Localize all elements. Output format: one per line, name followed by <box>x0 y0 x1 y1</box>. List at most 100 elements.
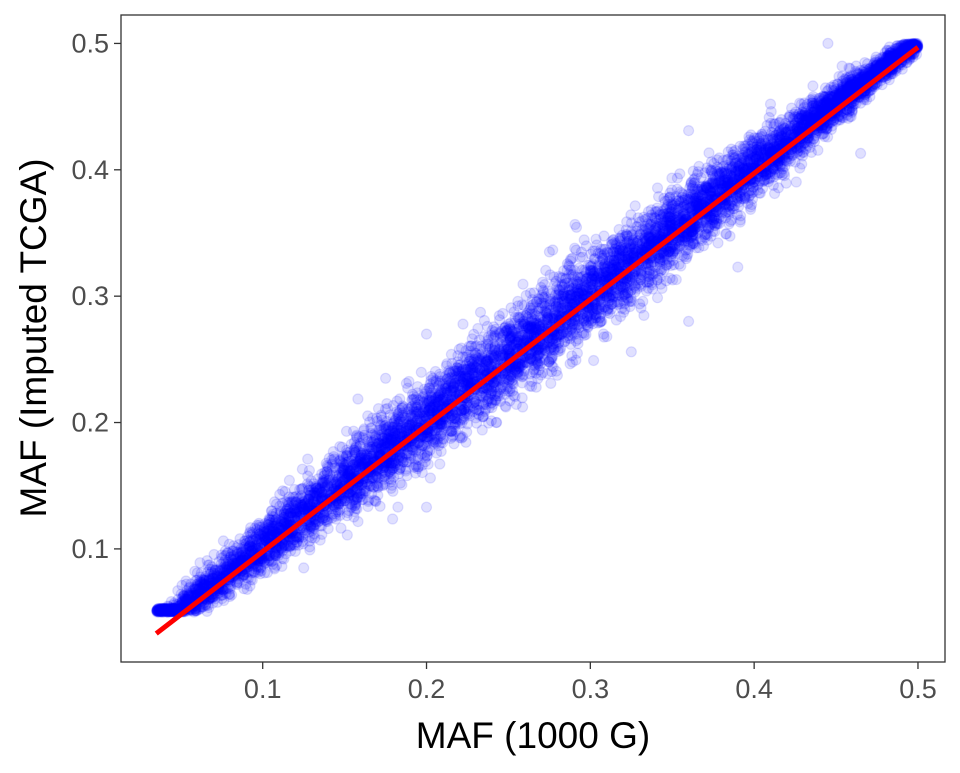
data-point <box>651 292 664 304</box>
data-point <box>777 137 789 149</box>
data-point <box>716 179 729 191</box>
data-point <box>496 373 508 385</box>
data-point <box>580 319 592 331</box>
data-point <box>410 467 422 479</box>
data-point <box>393 452 405 464</box>
data-point <box>326 512 338 524</box>
data-point <box>378 443 390 455</box>
data-point <box>686 200 698 212</box>
data-point <box>653 213 666 225</box>
data-point <box>255 565 267 577</box>
data-point <box>884 47 896 59</box>
data-point <box>362 410 374 422</box>
data-point <box>744 155 756 167</box>
data-point <box>706 167 718 179</box>
data-point <box>625 285 637 297</box>
data-point <box>287 531 299 543</box>
data-point <box>766 131 779 143</box>
data-point <box>493 327 505 339</box>
data-point <box>502 371 515 383</box>
data-point <box>546 334 558 347</box>
data-point <box>181 585 193 597</box>
data-point <box>162 600 174 612</box>
data-point <box>526 308 538 320</box>
data-point <box>560 327 573 339</box>
data-point <box>431 401 443 413</box>
data-point <box>647 268 659 280</box>
data-point <box>723 208 736 220</box>
data-point <box>270 526 282 538</box>
data-point <box>830 95 842 107</box>
data-point <box>635 268 647 280</box>
data-point <box>373 424 385 436</box>
data-point <box>687 230 699 242</box>
data-point <box>595 267 607 279</box>
data-point <box>355 487 367 499</box>
data-point <box>395 428 408 440</box>
data-point <box>666 172 678 184</box>
data-point <box>387 513 399 525</box>
data-point <box>686 223 699 235</box>
data-point <box>333 472 345 484</box>
data-point <box>408 394 420 406</box>
data-point <box>319 511 331 523</box>
data-point <box>511 365 523 378</box>
data-point <box>533 360 546 372</box>
data-point <box>538 279 551 291</box>
data-point <box>547 333 559 345</box>
data-point <box>643 276 655 288</box>
data-point <box>526 312 538 324</box>
data-point <box>567 271 579 283</box>
data-point <box>158 605 170 617</box>
data-point <box>356 452 368 464</box>
data-point <box>506 328 519 340</box>
data-point <box>569 218 581 231</box>
data-point <box>755 139 768 152</box>
data-point <box>557 326 570 338</box>
data-point <box>194 579 206 591</box>
data-point <box>792 117 805 129</box>
data-point <box>310 483 322 495</box>
data-point <box>449 406 461 418</box>
data-point <box>385 473 397 486</box>
data-point <box>590 273 603 285</box>
data-point <box>352 393 364 405</box>
data-point <box>817 105 830 117</box>
data-point <box>425 428 437 440</box>
data-point <box>420 406 433 418</box>
data-point <box>261 525 273 537</box>
data-point <box>511 336 524 348</box>
data-point <box>695 181 707 193</box>
data-point <box>418 403 430 415</box>
data-point <box>738 162 750 174</box>
data-point <box>158 603 170 616</box>
data-point <box>285 539 297 552</box>
data-point <box>871 63 884 76</box>
data-point <box>471 359 483 371</box>
data-point <box>358 425 370 437</box>
data-point <box>350 455 362 467</box>
data-point <box>592 260 605 272</box>
data-point <box>178 596 190 608</box>
data-point <box>446 384 458 396</box>
data-point <box>409 397 421 409</box>
data-point <box>497 349 509 361</box>
data-point <box>585 278 597 290</box>
data-point <box>454 366 466 378</box>
data-point <box>297 501 309 513</box>
data-point <box>736 157 748 170</box>
data-point <box>655 278 667 290</box>
data-point <box>520 321 532 333</box>
data-point <box>892 47 904 60</box>
data-point <box>356 460 368 472</box>
data-point <box>775 127 788 139</box>
data-point <box>556 302 568 315</box>
data-point <box>475 362 488 374</box>
data-point <box>649 212 661 224</box>
data-point <box>510 337 523 349</box>
data-point <box>727 146 740 158</box>
data-point <box>701 221 713 233</box>
data-point <box>874 60 887 72</box>
data-point <box>601 266 613 278</box>
